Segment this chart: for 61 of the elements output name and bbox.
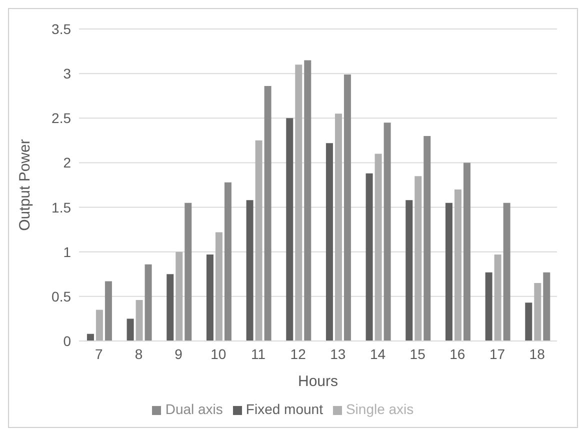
x-tick-label: 11	[250, 346, 266, 362]
bar	[463, 162, 470, 341]
y-tick-label: 0.5	[52, 288, 72, 304]
legend-label: Dual axis	[165, 401, 223, 417]
bar	[206, 254, 214, 341]
y-tick-label: 0	[63, 332, 72, 349]
x-tick-label: 16	[450, 346, 466, 362]
bar	[374, 154, 382, 341]
bar	[255, 140, 262, 341]
bar	[304, 60, 312, 341]
x-tick-label: 10	[210, 346, 226, 362]
x-axis-title: Hours	[298, 373, 338, 390]
x-tick-label: 7	[95, 346, 104, 362]
bar	[334, 114, 342, 341]
bar	[224, 182, 232, 341]
bar	[286, 118, 294, 341]
legend-label: Single axis	[346, 401, 414, 417]
bar	[454, 189, 462, 341]
bar	[215, 232, 222, 341]
bar	[136, 300, 143, 341]
y-tick-label: 3	[63, 66, 72, 82]
bar	[86, 334, 94, 341]
bar	[503, 202, 510, 341]
bar	[166, 274, 174, 341]
bar	[295, 64, 302, 341]
bar	[384, 122, 391, 341]
bar	[424, 136, 431, 341]
bar	[104, 281, 112, 341]
bar	[366, 173, 373, 341]
bar	[414, 176, 422, 341]
bar	[344, 74, 351, 341]
bar	[126, 318, 134, 341]
bar	[326, 143, 333, 341]
bar	[543, 272, 550, 341]
y-tick-label: 1.5	[52, 199, 72, 216]
x-tick-label: 15	[410, 346, 426, 362]
bar	[485, 272, 492, 341]
y-axis-title: Output Power	[16, 139, 34, 231]
x-tick-label: 17	[489, 346, 506, 362]
y-tick-label: 3.5	[52, 20, 72, 37]
bar	[264, 86, 272, 341]
bar	[534, 283, 542, 341]
y-tick-label: 2.5	[52, 110, 72, 126]
bar	[445, 202, 452, 341]
y-tick-label: 2	[63, 154, 72, 171]
bar	[525, 302, 532, 341]
x-tick-label: 12	[290, 346, 306, 362]
x-tick-label: 9	[174, 346, 183, 362]
x-tick-label: 13	[330, 346, 346, 362]
bar	[494, 254, 502, 341]
legend-label: Fixed mount	[246, 401, 323, 417]
bar	[246, 200, 254, 341]
bar	[96, 310, 103, 341]
bar	[406, 200, 413, 341]
x-tick-label: 18	[529, 346, 546, 362]
x-tick-label: 8	[134, 346, 143, 362]
y-tick-label: 1	[63, 244, 72, 260]
bar	[176, 252, 183, 341]
bar	[144, 264, 152, 341]
bar	[184, 202, 192, 341]
x-tick-label: 14	[370, 346, 386, 362]
